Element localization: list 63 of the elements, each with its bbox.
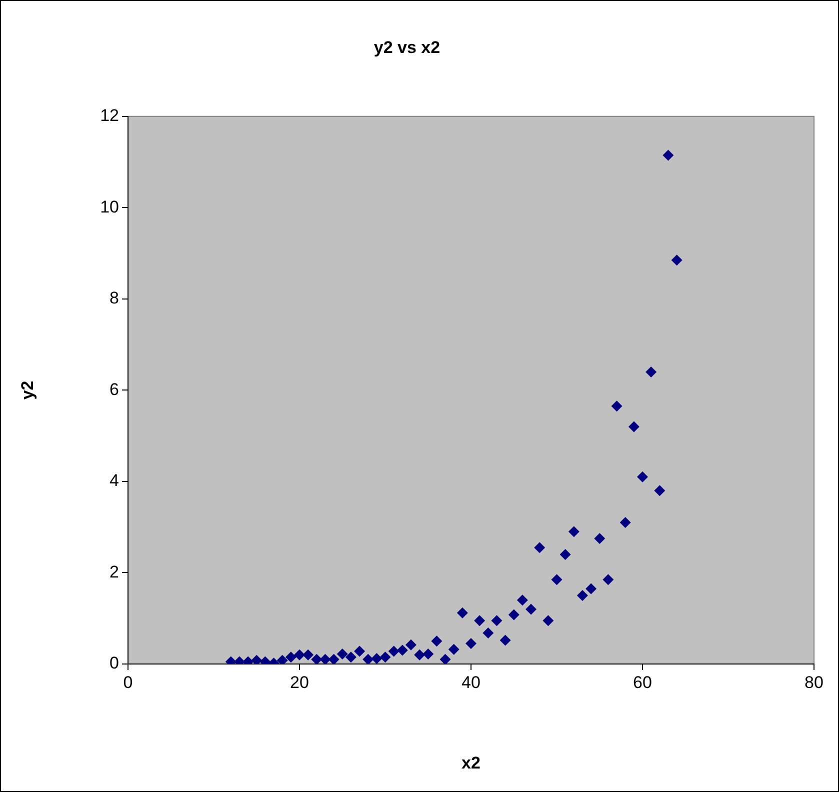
point (474, 615, 486, 626)
point (294, 649, 305, 660)
point (526, 604, 537, 615)
x-tick-label: 0 (123, 672, 133, 692)
point (482, 627, 494, 638)
point (576, 590, 588, 602)
point (440, 654, 451, 664)
y-tick-label: 0 (110, 654, 119, 673)
y-tick-label: 12 (100, 106, 119, 126)
x-tick-label: 40 (462, 672, 480, 692)
point (328, 654, 340, 664)
point (354, 646, 366, 657)
y-tick-label: 6 (110, 380, 119, 399)
point (602, 574, 614, 586)
point (371, 653, 382, 664)
point (388, 646, 400, 657)
point (500, 634, 511, 646)
point (671, 254, 682, 266)
point (422, 648, 434, 660)
point (620, 517, 631, 528)
point (380, 652, 391, 663)
point (516, 594, 528, 606)
y-tick-label: 4 (110, 471, 119, 490)
point (542, 615, 554, 626)
point (362, 654, 374, 664)
x-tick-label: 60 (633, 672, 652, 692)
point (251, 654, 262, 664)
point (611, 400, 622, 412)
point (276, 654, 288, 664)
point (311, 654, 322, 664)
point (628, 421, 640, 432)
point (336, 648, 348, 660)
point (414, 649, 426, 660)
point (431, 636, 442, 647)
point (302, 649, 314, 660)
point (646, 366, 657, 378)
point (448, 644, 460, 655)
point (560, 548, 571, 560)
point (508, 609, 520, 620)
point (551, 574, 562, 586)
point (320, 654, 331, 664)
point (345, 652, 356, 663)
x-tick-label: 80 (804, 672, 824, 692)
point (586, 583, 597, 594)
point (594, 533, 606, 544)
point (491, 615, 502, 626)
y-tick-label: 8 (110, 288, 119, 308)
point (534, 542, 546, 554)
x-tick-label: 20 (290, 672, 309, 692)
point (285, 652, 296, 663)
point (654, 485, 666, 496)
chart-title: y2 vs x2 (374, 38, 440, 57)
point (662, 150, 674, 161)
point (466, 638, 476, 649)
point (637, 471, 648, 482)
x-axis-title: x2 (462, 753, 480, 772)
point (405, 639, 416, 650)
point (568, 526, 580, 538)
y-tick-label: 2 (110, 562, 119, 582)
y-tick-label: 10 (100, 197, 119, 216)
point (396, 644, 408, 656)
y-axis-title: y2 (18, 380, 37, 400)
point (456, 607, 468, 618)
